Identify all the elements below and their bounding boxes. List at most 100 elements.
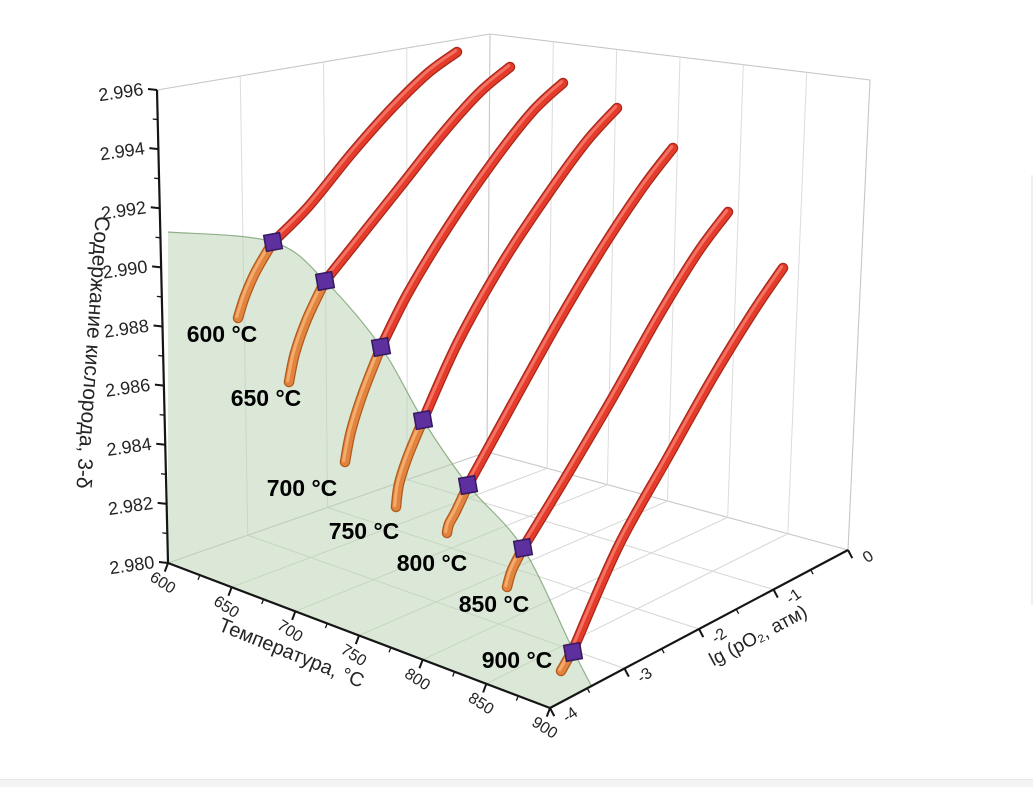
- z-axis-minor-tick: [155, 236, 161, 239]
- transition-marker-650: [314, 270, 336, 292]
- isotherm-750-curve: [417, 102, 623, 426]
- isotherm-700-curve-body: [377, 79, 567, 351]
- isotherm-600-curve-highlight: [270, 49, 458, 243]
- po2-axis-tick-label: 0: [860, 548, 877, 567]
- box-back-corner-edge: [486, 33, 491, 453]
- temperature-axis-tick-label: 900: [529, 714, 561, 743]
- temperature-axis-minor-tick: [452, 671, 456, 677]
- isotherm-650-low-po2-segment-body: [285, 277, 329, 386]
- grid-line: [727, 64, 744, 518]
- isotherm-label-850: 850 °C: [459, 591, 530, 617]
- page-bottom-strip: [0, 779, 1033, 787]
- temperature-axis-major-tick: [227, 586, 233, 597]
- page-right-edge-shadow: [1031, 175, 1033, 605]
- z-axis-tick-label: 2.980: [108, 552, 155, 578]
- temperature-axis-minor-tick: [515, 695, 519, 701]
- grid-line: [787, 72, 808, 534]
- po2-axis-major-tick: [772, 589, 779, 599]
- isotherm-label-800: 800 °C: [397, 550, 468, 576]
- grid-line: [546, 41, 554, 469]
- po2-axis: -4-3-2-10: [549, 548, 877, 726]
- transition-marker-700: [370, 336, 392, 358]
- z-axis-major-tick: [147, 88, 158, 91]
- temperature-axis-minor-tick: [261, 599, 265, 605]
- transition-marker-600: [262, 231, 284, 253]
- temperature-axis-minor-tick: [388, 647, 392, 653]
- z-axis-tick-label: 2.994: [99, 138, 146, 164]
- phase-transition-markers: [262, 231, 584, 663]
- isotherm-label-650: 650 °C: [231, 385, 302, 411]
- isotherm-900-curve-highlight: [570, 265, 784, 651]
- z-axis-minor-tick: [154, 177, 160, 180]
- isotherm-850-curve-body: [519, 208, 732, 552]
- transition-marker-750: [412, 409, 434, 431]
- z-axis: 2.9962.9942.9922.9902.9882.9862.9842.982…: [97, 79, 170, 578]
- po2-axis-major-tick: [623, 668, 630, 678]
- isotherm-750-curve-highlight: [420, 105, 618, 421]
- isotherm-650-curve-body: [321, 63, 514, 285]
- isotherm-650-curve-highlight: [322, 64, 511, 282]
- z-axis-tick-label: 2.986: [104, 375, 151, 401]
- temperature-axis-major-tick: [482, 683, 488, 693]
- z-axis-tick-label: 2.988: [103, 316, 150, 342]
- isotherm-700-curve-highlight: [378, 80, 564, 348]
- temperature-axis-major-tick: [418, 659, 424, 669]
- temperature-axis-major-tick: [545, 707, 551, 717]
- z-axis-tick-label: 2.982: [107, 493, 154, 519]
- isotherm-800-curve-highlight: [465, 145, 674, 486]
- isotherm-750-low-po2-segment-highlight: [393, 417, 424, 508]
- temperature-axis-major-tick: [163, 562, 169, 572]
- temperature-axis-tick-label: 600: [147, 569, 179, 598]
- isotherm-900-curve-outline: [567, 262, 789, 656]
- z-axis-major-tick: [156, 442, 166, 446]
- isotherm-850-curve: [517, 206, 734, 554]
- z-axis-major-tick: [150, 206, 160, 210]
- temperature-axis-minor-tick: [197, 574, 201, 581]
- isotherm-700-curve: [375, 77, 569, 353]
- isotherm-900-curve: [567, 262, 789, 656]
- po2-axis-tick-label: -4: [560, 704, 581, 726]
- transition-marker-800: [457, 474, 479, 496]
- isotherm-800-low-po2-segment: [441, 479, 474, 539]
- isotherm-650-curve: [319, 61, 516, 287]
- isotherm-label-750: 750 °C: [329, 518, 400, 544]
- isotherm-800-low-po2-segment-highlight: [444, 482, 469, 534]
- isotherm-900-curve-body: [569, 264, 787, 654]
- isotherm-label-900: 900 °C: [482, 647, 553, 673]
- isotherm-curves: [232, 46, 789, 677]
- po2-axis-tick-label: -3: [634, 665, 655, 687]
- z-axis-major-tick: [154, 383, 164, 387]
- isotherm-800-curve: [462, 142, 679, 491]
- phase-boundary-surface-fill: [168, 232, 592, 708]
- transition-marker-900: [562, 641, 584, 663]
- temperature-axis-tick-label: 800: [401, 665, 433, 694]
- z-axis-minor-tick: [162, 532, 168, 535]
- grid-line: [667, 56, 681, 502]
- z-axis-major-tick: [153, 324, 163, 328]
- isotherm-600-low-po2-segment: [232, 236, 279, 324]
- temperature-axis-major-tick: [291, 610, 297, 621]
- isotherm-650-low-po2-segment: [283, 275, 331, 388]
- isotherm-600-low-po2-segment-body: [234, 238, 277, 322]
- po2-axis-minor-tick: [661, 648, 665, 654]
- isotherm-650-low-po2-segment-highlight: [286, 278, 326, 383]
- isotherm-800-curve-body: [464, 144, 677, 489]
- temperature-axis-tick-label: 850: [465, 690, 497, 719]
- isotherm-700-low-po2-segment: [339, 341, 387, 468]
- isotherm-600-curve-body: [269, 48, 461, 246]
- z-axis-minor-tick: [158, 354, 164, 357]
- isotherm-label-700: 700 °C: [267, 475, 338, 501]
- isotherm-label-600: 600 °C: [187, 321, 258, 347]
- isotherm-750-curve-body: [419, 104, 621, 424]
- po2-axis-minor-tick: [735, 608, 740, 615]
- isotherm-600-curve: [267, 46, 463, 248]
- z-axis-tick-label: 2.984: [105, 434, 152, 460]
- z-axis-major-tick: [149, 147, 159, 151]
- po2-axis-minor-tick: [810, 569, 814, 575]
- po2-axis-major-tick: [847, 549, 854, 559]
- z-axis-major-tick: [157, 501, 167, 505]
- po2-axis-minor-tick: [586, 687, 591, 694]
- isotherm-600-low-po2-segment-highlight: [235, 239, 274, 319]
- z-axis-major-tick: [158, 561, 169, 564]
